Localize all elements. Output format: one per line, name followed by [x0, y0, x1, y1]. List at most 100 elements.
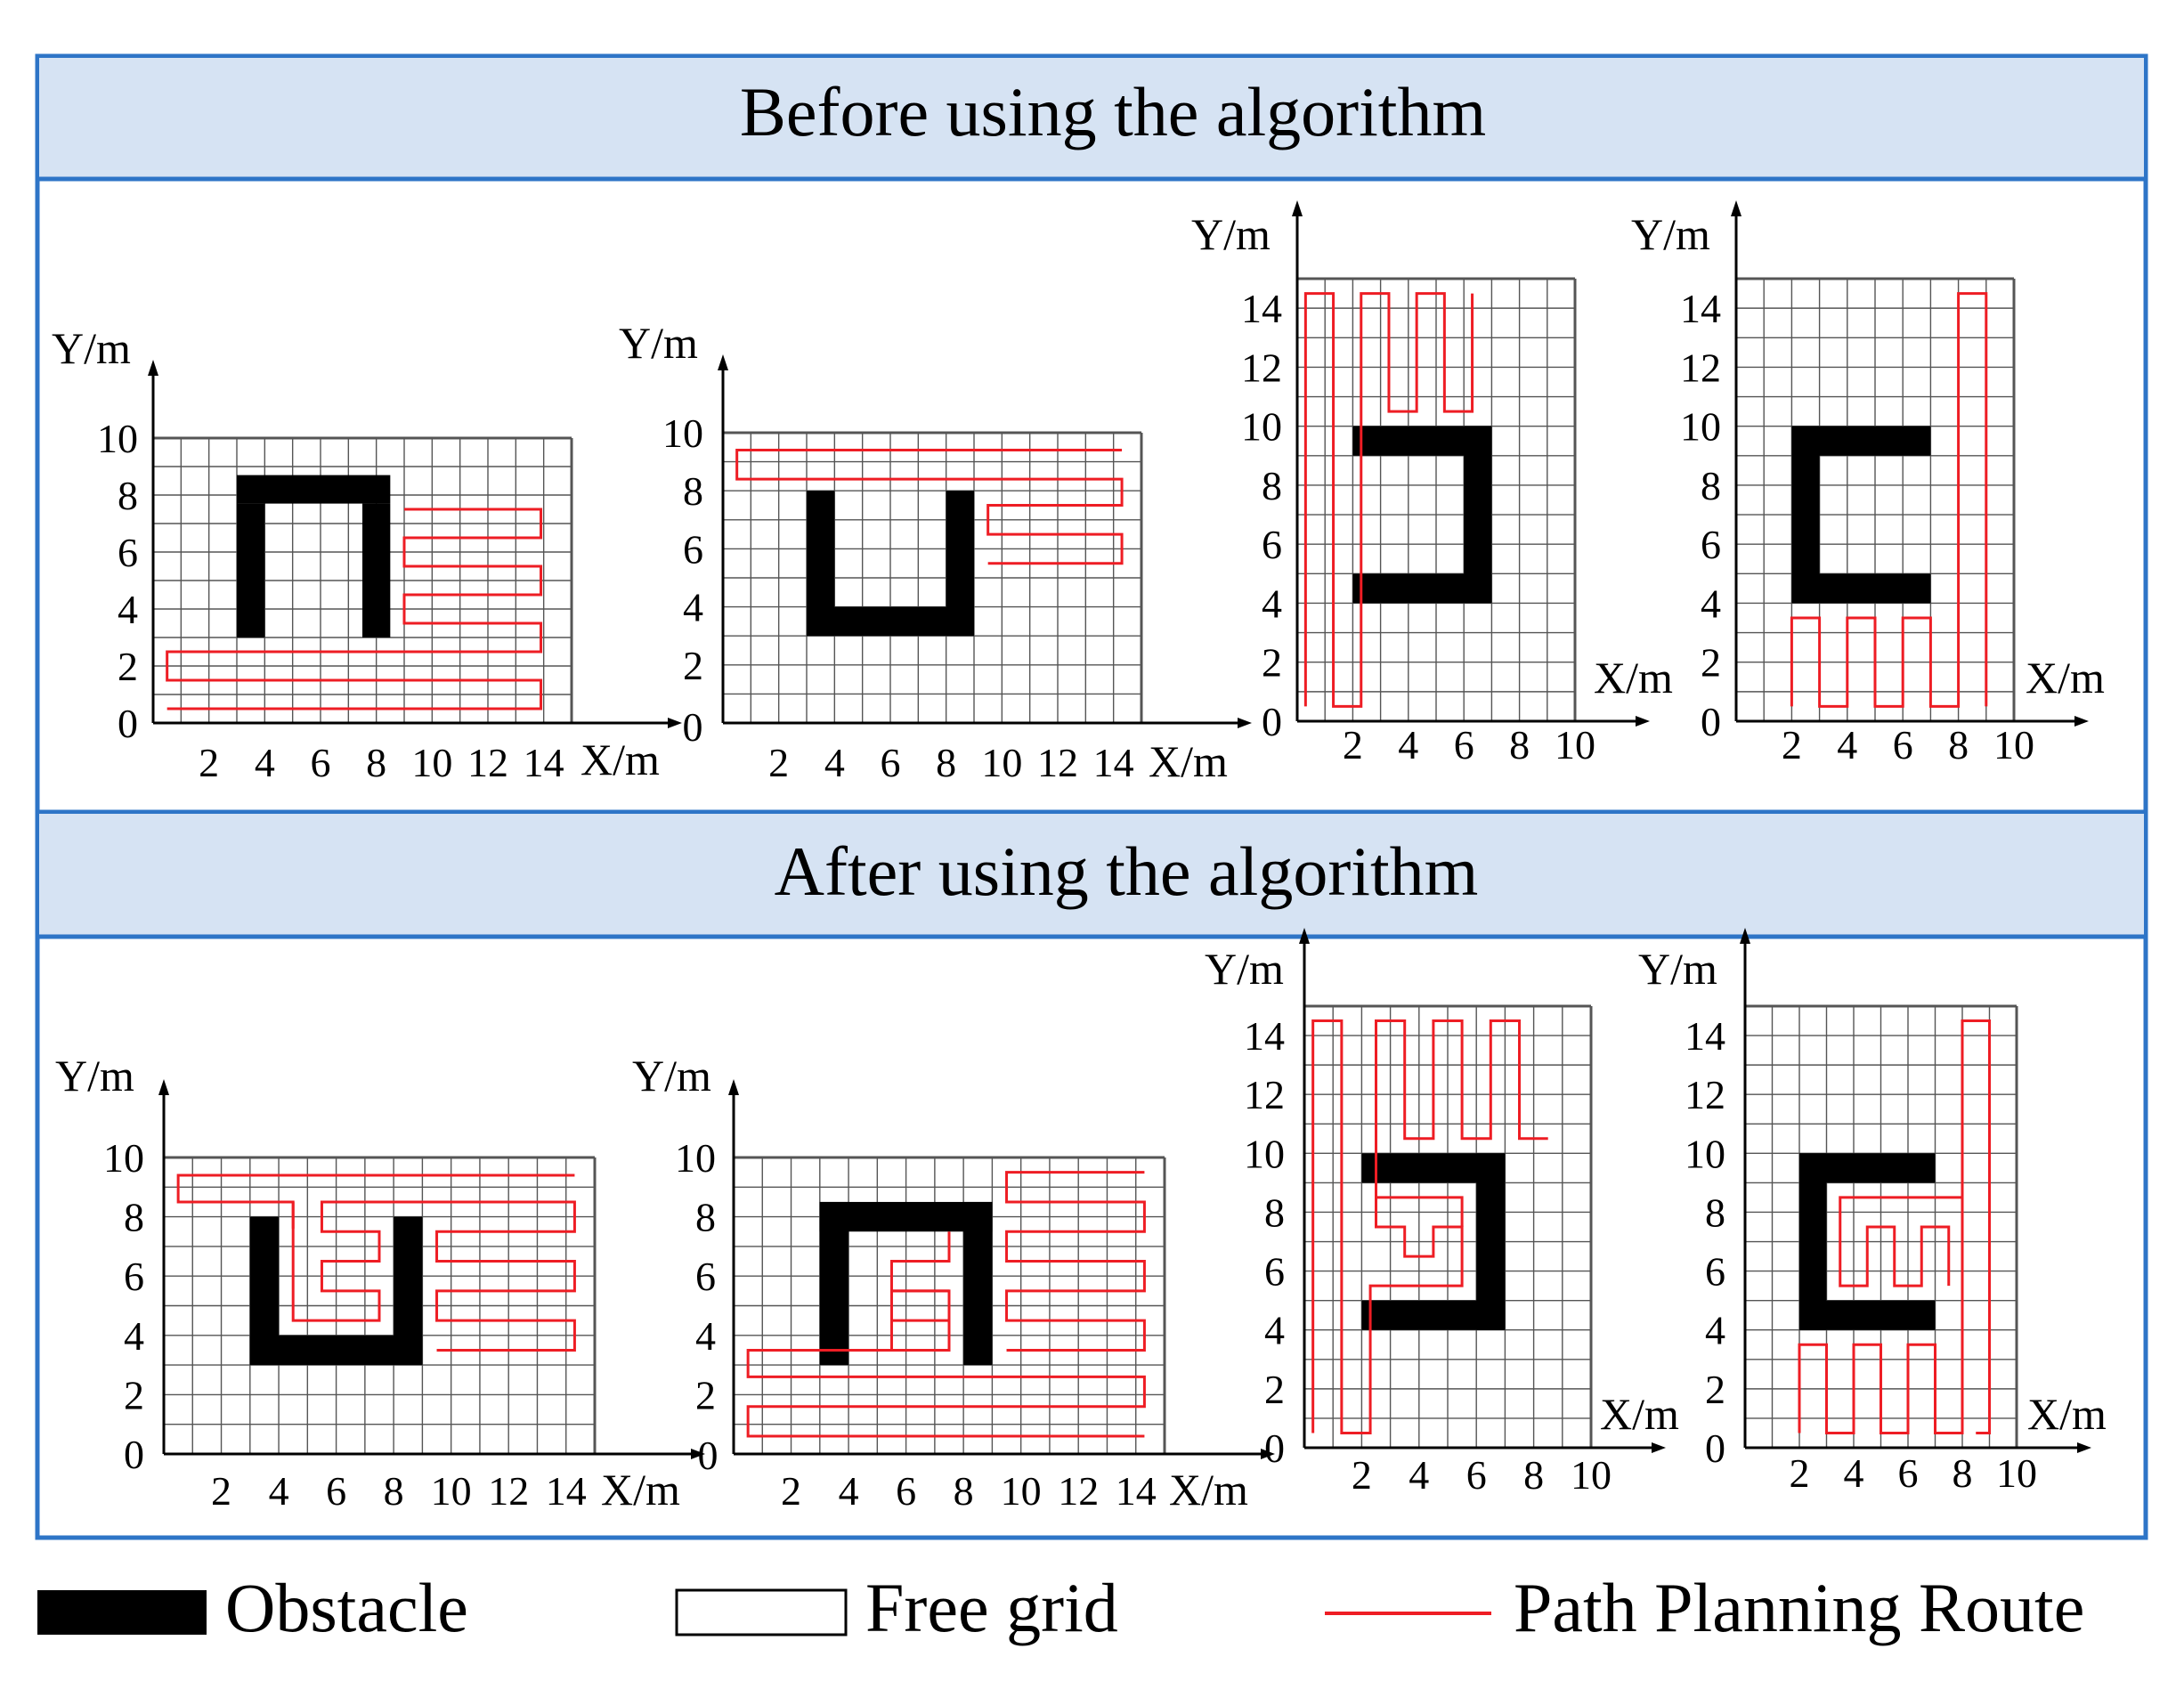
y-tick-label: 4 [118, 587, 138, 632]
header-before-title: Before using the algorithm [740, 73, 1486, 150]
legend-free-grid-label: Free grid [865, 1569, 1118, 1646]
x-axis-arrow [2077, 1442, 2091, 1453]
x-tick-label: 10 [1555, 722, 1595, 767]
y-axis-label: Y/m [1205, 944, 1284, 994]
y-tick-label: 8 [683, 468, 703, 514]
y-tick-label: 10 [1244, 1131, 1285, 1176]
x-tick-label: 10 [981, 740, 1022, 785]
x-tick-label: 8 [1523, 1452, 1544, 1498]
x-tick-label: 8 [1948, 722, 1969, 767]
x-axis-arrow [2074, 716, 2089, 727]
x-tick-label: 4 [255, 740, 275, 785]
y-tick-label: 10 [1680, 404, 1721, 450]
y-axis-label: Y/m [1638, 944, 1717, 994]
obstacle-block [1791, 573, 1931, 604]
x-tick-label: 2 [1352, 1452, 1372, 1498]
obstacle-block [1464, 426, 1492, 604]
route-path [735, 449, 1124, 565]
origin-label: 0 [683, 704, 703, 750]
x-tick-label: 6 [1893, 722, 1913, 767]
x-tick-label: 4 [269, 1468, 289, 1514]
x-axis-label: X/m [581, 735, 660, 784]
obstacle-block [362, 503, 391, 637]
y-tick-label: 10 [675, 1135, 716, 1181]
outer-frame [35, 53, 2148, 1540]
legend-obstacle-label: Obstacle [225, 1569, 468, 1646]
y-tick-label: 4 [124, 1313, 144, 1359]
x-tick-label: 2 [199, 740, 219, 785]
y-tick-label: 6 [695, 1254, 716, 1299]
x-tick-label: 10 [1001, 1468, 1042, 1514]
x-tick-label: 6 [326, 1468, 346, 1514]
x-tick-label: 10 [1571, 1452, 1612, 1498]
y-axis-arrow [1292, 200, 1303, 216]
y-tick-label: 10 [1685, 1131, 1725, 1176]
obstacle-block [1799, 1300, 1936, 1330]
y-tick-label: 14 [1241, 286, 1282, 331]
x-axis-arrow [1238, 718, 1252, 728]
y-axis-arrow [718, 354, 728, 370]
y-axis-label: Y/m [632, 1051, 711, 1100]
y-tick-label: 14 [1244, 1013, 1285, 1059]
x-tick-label: 14 [546, 1468, 587, 1514]
y-tick-label: 6 [118, 530, 138, 575]
x-axis-arrow [1652, 1442, 1666, 1453]
origin-label: 0 [698, 1433, 719, 1478]
x-tick-label: 10 [1996, 1450, 2037, 1496]
y-tick-label: 6 [1701, 522, 1721, 567]
obstacle-block [249, 1335, 423, 1366]
x-axis-arrow [1636, 716, 1650, 727]
y-tick-label: 8 [118, 473, 138, 518]
y-tick-label: 0 [118, 701, 138, 746]
x-axis-arrow [1261, 1449, 1275, 1459]
y-tick-label: 10 [662, 410, 703, 456]
y-tick-label: 2 [1262, 640, 1282, 686]
y-tick-label: 12 [1244, 1072, 1285, 1117]
x-tick-label: 6 [1466, 1452, 1487, 1498]
route-path [1005, 1171, 1146, 1352]
route-path [1961, 1019, 1991, 1434]
y-tick-label: 0 [1262, 699, 1282, 744]
y-axis-arrow [148, 360, 158, 376]
x-tick-label: 8 [954, 1468, 974, 1514]
y-axis-arrow [158, 1079, 169, 1095]
x-tick-label: 8 [366, 740, 386, 785]
header-after-band [39, 814, 2144, 937]
y-tick-label: 12 [1685, 1072, 1725, 1117]
route-path [746, 1289, 1146, 1438]
x-tick-label: 4 [1844, 1450, 1864, 1496]
obstacle-block [807, 606, 974, 637]
y-axis-arrow [1731, 200, 1742, 216]
y-tick-label: 6 [683, 526, 703, 572]
x-tick-label: 12 [467, 740, 508, 785]
x-tick-label: 4 [1409, 1452, 1429, 1498]
x-tick-label: 6 [1454, 722, 1474, 767]
y-tick-label: 14 [1685, 1013, 1725, 1059]
x-axis-arrow [668, 718, 682, 728]
y-tick-label: 4 [1701, 581, 1721, 626]
y-tick-label: 0 [124, 1432, 144, 1477]
route-path [889, 1231, 951, 1293]
x-tick-label: 14 [524, 740, 564, 785]
y-axis-label: Y/m [619, 318, 698, 368]
x-tick-label: 4 [1837, 722, 1857, 767]
x-axis-label: X/m [1149, 736, 1228, 786]
y-tick-label: 4 [1262, 581, 1282, 626]
y-tick-label: 8 [1701, 463, 1721, 508]
route-path [166, 508, 543, 711]
x-tick-label: 4 [1398, 722, 1418, 767]
route-path [1790, 292, 1988, 708]
y-tick-label: 6 [1264, 1249, 1285, 1295]
y-tick-label: 2 [695, 1372, 716, 1417]
x-tick-label: 12 [1058, 1468, 1099, 1514]
y-axis-arrow [728, 1079, 739, 1095]
x-tick-label: 2 [768, 740, 789, 785]
x-tick-label: 12 [1037, 740, 1078, 785]
x-tick-label: 10 [411, 740, 452, 785]
y-tick-label: 8 [695, 1195, 716, 1240]
route-path [1303, 292, 1474, 708]
